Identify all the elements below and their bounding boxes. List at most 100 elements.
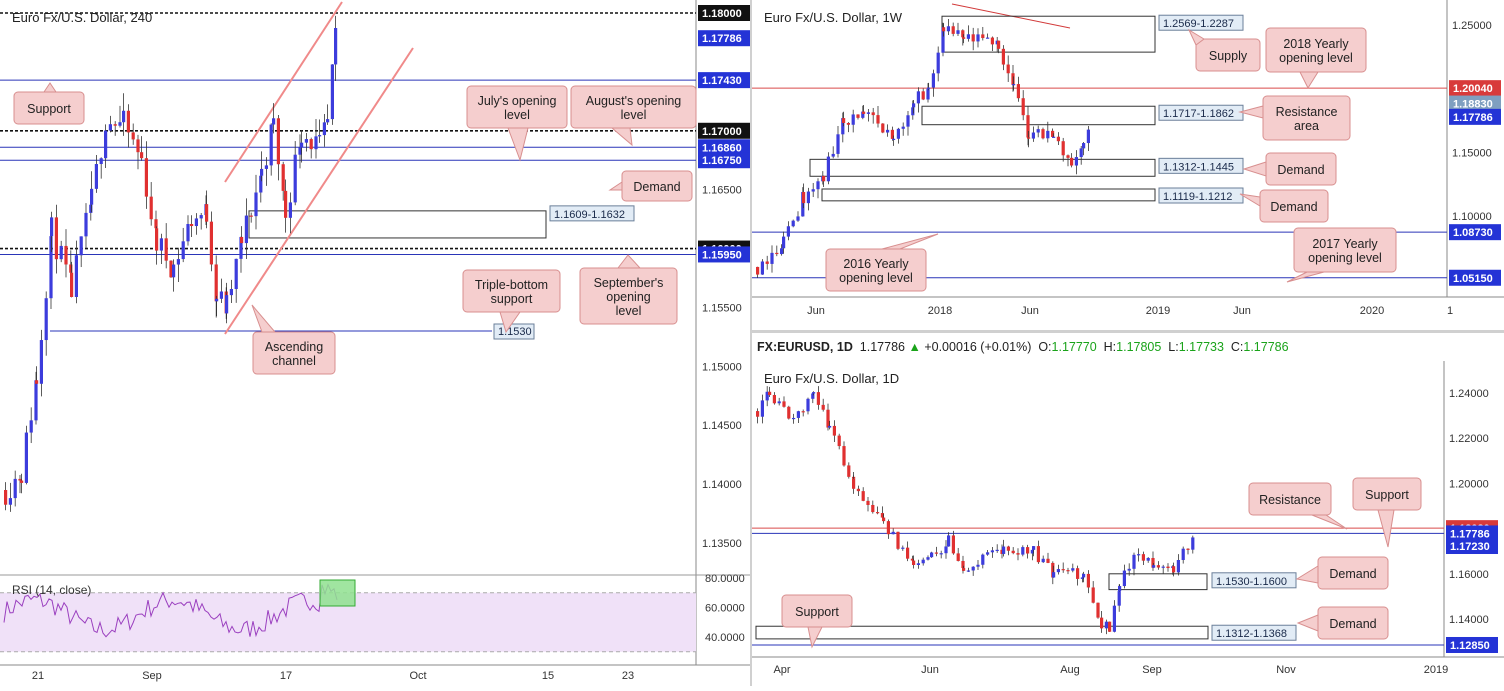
candle-body <box>260 168 264 176</box>
h4-price-label-0-bg <box>698 5 750 21</box>
panel-divider-horizontal <box>752 330 1504 333</box>
candle-body <box>1132 554 1136 569</box>
h4-triple-tag-bg <box>493 323 535 340</box>
h4-september-callout: September's <box>594 276 664 290</box>
h4-rsi-highlight-box <box>319 579 356 607</box>
candle-body <box>1161 566 1165 568</box>
candle-body <box>976 564 980 567</box>
candle-body <box>176 259 180 265</box>
candle-body <box>934 552 938 554</box>
daily-support-right-callout: Support <box>1365 488 1409 502</box>
h4-demand-zone-label: 1.1609-1.1632 <box>554 209 625 221</box>
h4-axis-tick: 1.16500 <box>702 185 742 197</box>
h4-august-callout: level <box>621 108 647 122</box>
daily-chart-svg[interactable]: 1.1530-1.16001.1312-1.13681.180201.17786… <box>752 361 1504 686</box>
candle-body <box>59 245 63 260</box>
h4-axis-tick: 1.13500 <box>702 538 742 550</box>
candle-body <box>966 34 970 39</box>
candle-body <box>1080 577 1084 579</box>
weekly-2016-callout-box <box>825 248 927 292</box>
candle-body <box>765 261 769 264</box>
candle-body <box>768 391 772 396</box>
candle-body <box>309 139 313 150</box>
weekly-zone-label-2: 1.1312-1.1445 <box>1163 161 1234 173</box>
weekly-2017-callout: 2017 Yearly <box>1312 237 1378 251</box>
candle-body <box>1108 621 1112 632</box>
candle-body <box>209 221 213 265</box>
daily-chart-panel[interactable]: 1.1530-1.16001.1312-1.13681.180201.17786… <box>752 361 1504 686</box>
weekly-price-label-2-bg <box>1449 108 1501 125</box>
h4-september-callout: opening <box>606 290 651 304</box>
candle-body <box>1011 550 1015 554</box>
candle-body <box>801 411 805 413</box>
candle-body <box>770 252 774 264</box>
daily-axis-tick: 1.16000 <box>1449 569 1489 581</box>
candle-body <box>1071 568 1075 571</box>
candle-body <box>927 87 931 89</box>
candle-body <box>234 258 238 290</box>
o-label: O: <box>1038 340 1052 354</box>
candle-body <box>1070 157 1074 166</box>
daily-title: Euro Fx/U.S. Dollar, 1D <box>764 371 899 386</box>
candle-body <box>1076 568 1080 579</box>
candle-body <box>981 554 985 565</box>
candle-body <box>54 217 58 260</box>
h4-demand-callout: Demand <box>633 180 680 194</box>
candle-body <box>104 130 108 159</box>
candle-body <box>921 559 925 564</box>
candle-body <box>846 122 850 125</box>
candle-body <box>131 132 135 140</box>
candle-body <box>876 115 880 124</box>
h4-chart-panel[interactable]: 1.1609-1.1632 1.1530 1.18000 1.17786 1.17430… <box>0 0 750 686</box>
weekly-chart-svg[interactable]: 1.2569-1.2287 1.1717-1.1862 1.1312-1.1445 1… <box>752 0 1504 330</box>
weekly-time-tick: Jun <box>1021 305 1039 317</box>
candle-body <box>99 158 103 165</box>
candle-body <box>118 122 122 126</box>
daily-price-label-3: 1.12850 <box>1450 640 1490 652</box>
candle-body <box>791 220 795 227</box>
h4-chart-svg[interactable]: 1.1609-1.1632 1.1530 1.18000 1.17786 1.17430… <box>0 0 750 686</box>
candle-body <box>155 228 159 251</box>
h4-demand-zone <box>248 210 547 239</box>
candle-body <box>1137 554 1141 556</box>
candle-body <box>880 513 884 518</box>
weekly-supply-callout-pointer <box>1187 28 1205 46</box>
h4-support-callout-pointer <box>43 82 57 93</box>
candle-body <box>154 219 158 229</box>
candle-body <box>981 34 985 39</box>
candle-body <box>890 129 894 139</box>
candle-body <box>1112 605 1116 632</box>
candle-body <box>831 153 835 157</box>
candle-body <box>871 112 875 116</box>
candle-body <box>822 175 826 182</box>
weekly-2016-callout: opening level <box>839 271 913 285</box>
h4-price-label-4: 1.16860 <box>702 142 742 154</box>
h4-september-callout: level <box>616 304 642 318</box>
candle-body <box>866 112 870 114</box>
daily-price-label-3-bg <box>1446 636 1498 653</box>
candle-body <box>69 264 73 273</box>
candle-body <box>772 395 776 404</box>
candle-body <box>49 236 53 299</box>
candle-body <box>841 118 845 135</box>
candle-body <box>272 118 276 125</box>
h4-price-label-2-bg <box>698 72 750 89</box>
candle-body <box>1021 98 1025 116</box>
daily-close: 1.17786 <box>1243 340 1289 354</box>
weekly-resistance-callout: Resistance <box>1276 105 1338 119</box>
candle-body <box>194 218 198 227</box>
candle-body <box>1079 148 1083 158</box>
candle-body <box>169 260 173 278</box>
candle-body <box>910 558 914 561</box>
h4-channel-callout-pointer <box>251 304 277 333</box>
candle-body <box>787 406 791 419</box>
h4-channel-upper <box>224 1 343 183</box>
candle-body <box>962 568 966 571</box>
candle-body <box>861 111 865 118</box>
daily-symbol: FX:EURUSD, 1D <box>757 340 853 354</box>
daily-zone-label-1: 1.1312-1.1368 <box>1216 628 1287 640</box>
daily-time-tick: Sep <box>1142 664 1162 676</box>
candle-body <box>1152 565 1156 568</box>
candle-body <box>912 103 916 108</box>
weekly-chart-panel[interactable]: 1.2569-1.2287 1.1717-1.1862 1.1312-1.1445 1… <box>752 0 1504 330</box>
